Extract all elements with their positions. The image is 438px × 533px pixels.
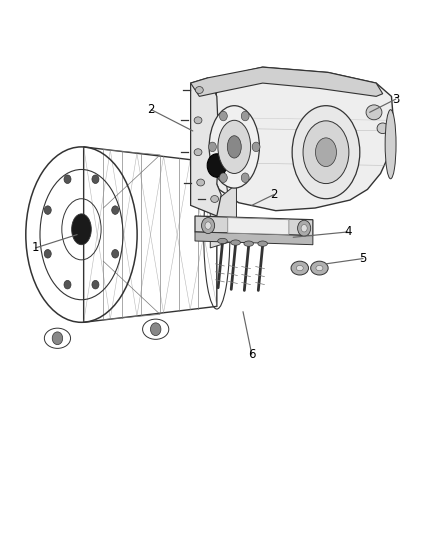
Circle shape [301, 224, 307, 232]
Ellipse shape [366, 105, 382, 120]
Ellipse shape [315, 138, 336, 166]
Ellipse shape [72, 214, 91, 245]
Circle shape [150, 323, 161, 336]
Circle shape [52, 332, 63, 345]
Polygon shape [210, 184, 237, 248]
Text: 4: 4 [344, 225, 352, 238]
Ellipse shape [292, 106, 360, 199]
Circle shape [241, 173, 249, 182]
Polygon shape [191, 67, 383, 96]
Ellipse shape [194, 149, 202, 156]
Circle shape [297, 220, 311, 236]
Ellipse shape [231, 240, 240, 245]
Ellipse shape [296, 265, 303, 271]
Ellipse shape [291, 261, 308, 275]
Text: 5: 5 [360, 252, 367, 265]
Circle shape [112, 206, 119, 214]
Circle shape [112, 249, 119, 258]
Circle shape [201, 217, 215, 233]
Ellipse shape [377, 123, 389, 134]
Circle shape [219, 111, 227, 121]
Ellipse shape [303, 121, 349, 183]
Ellipse shape [195, 86, 203, 93]
Polygon shape [208, 67, 394, 211]
Circle shape [44, 206, 51, 214]
Ellipse shape [244, 241, 254, 246]
Circle shape [207, 154, 226, 177]
Circle shape [241, 111, 249, 121]
Ellipse shape [227, 136, 241, 158]
Ellipse shape [311, 261, 328, 275]
Text: 6: 6 [248, 348, 255, 361]
Ellipse shape [316, 265, 323, 271]
Polygon shape [195, 232, 313, 245]
Ellipse shape [218, 238, 227, 244]
Ellipse shape [209, 106, 259, 188]
Circle shape [252, 142, 260, 152]
Circle shape [44, 249, 51, 258]
Circle shape [208, 142, 216, 152]
Ellipse shape [211, 196, 219, 203]
Ellipse shape [194, 117, 202, 124]
Text: 2: 2 [270, 188, 277, 201]
Circle shape [92, 175, 99, 183]
Text: 3: 3 [392, 93, 399, 106]
Ellipse shape [385, 110, 396, 179]
Circle shape [64, 175, 71, 183]
Polygon shape [228, 217, 289, 235]
Text: 2: 2 [148, 103, 155, 116]
Circle shape [64, 280, 71, 289]
Polygon shape [191, 78, 221, 216]
Ellipse shape [258, 241, 268, 246]
Circle shape [219, 173, 227, 182]
Ellipse shape [197, 179, 205, 186]
Circle shape [205, 222, 211, 229]
Circle shape [92, 280, 99, 289]
Polygon shape [195, 216, 313, 236]
Ellipse shape [218, 120, 251, 173]
Text: 1: 1 [32, 241, 39, 254]
